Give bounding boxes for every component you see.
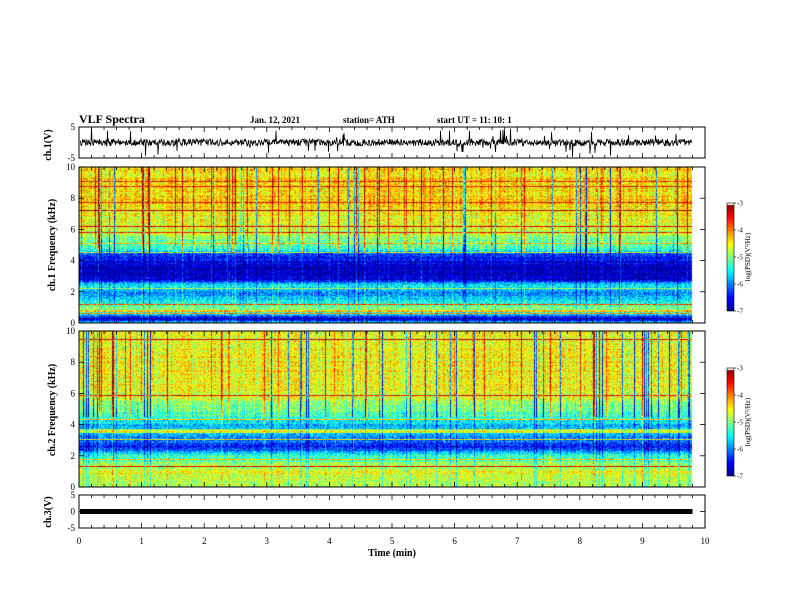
y-tick-label: 0 (71, 507, 76, 517)
time-tick-label: 9 (640, 536, 645, 546)
colorbar-tick-label: -7 (737, 308, 743, 316)
time-tick-label: 2 (202, 536, 207, 546)
ch1-colorbar: -3 -4 -5 -6 -7 log(PSD)(V²/Hz) (726, 200, 752, 316)
colorbar-tick-label: -5 (737, 254, 743, 262)
colorbar-tick-label: -3 (737, 200, 743, 208)
ch3-waveform-panel: 5 0 -5 (68, 490, 706, 533)
y-tick-label: 0 (71, 482, 76, 492)
colorbar-tick-label: -3 (737, 365, 743, 373)
y-tick-label: 4 (71, 256, 76, 266)
y-tick-label: 0 (71, 318, 76, 328)
colorbar-tick-label: -4 (737, 227, 743, 235)
y-tick-label: 2 (71, 287, 76, 297)
ch1-spectrogram-ylabel: ch.1 Frequency (kHz) (47, 199, 58, 291)
y-tick-label: 6 (71, 224, 76, 234)
colorbar-tick-label: -7 (737, 473, 743, 481)
y-tick-label: 2 (71, 451, 76, 461)
colorbar-label: log(PSD)(V²/Hz) (744, 397, 752, 446)
ch2-colorbar: -3 -4 -5 -6 -7 log(PSD)(V²/Hz) (726, 365, 752, 481)
date-label: Jan. 12, 2021 (250, 115, 301, 125)
time-tick-label: 7 (515, 536, 520, 546)
time-tick-label: 8 (578, 536, 583, 546)
colorbar-tick-label: -5 (737, 419, 743, 427)
time-tick-label: 6 (452, 536, 457, 546)
colorbar-tick-label: -6 (737, 446, 743, 454)
ch1-spectrogram-panel: 0 2 4 6 8 10 (66, 162, 706, 328)
time-axis-label: Time (min) (368, 548, 416, 559)
time-axis: 0 1 2 3 4 5 6 7 8 9 10 (77, 536, 710, 546)
time-tick-label: 5 (390, 536, 395, 546)
y-tick-label: 5 (71, 122, 76, 132)
y-tick-label: 8 (71, 357, 76, 367)
y-tick-label: 10 (66, 326, 76, 336)
waveform-trace (80, 509, 693, 514)
spectrogram-image (79, 167, 705, 323)
colorbar-gradient (727, 203, 734, 311)
time-tick-label: 0 (77, 536, 82, 546)
waveform-trace (79, 127, 693, 158)
ch3-waveform-ylabel: ch.3(V) (43, 496, 54, 527)
time-tick-label: 4 (327, 536, 332, 546)
spectrogram-image (79, 331, 705, 487)
time-tick-label: 1 (139, 536, 144, 546)
y-tick-label: 5 (71, 490, 76, 500)
station-label: station= ATH (343, 115, 395, 125)
time-tick-label: 10 (701, 536, 711, 546)
colorbar-label: log(PSD)(V²/Hz) (744, 232, 752, 281)
y-tick-label: 6 (71, 388, 76, 398)
colorbar-tick-label: -4 (737, 392, 743, 400)
ch2-spectrogram-panel: 0 2 4 6 8 10 (66, 326, 706, 492)
ch1-waveform-panel: 5 -5 (68, 122, 706, 163)
colorbar-gradient (727, 368, 734, 476)
ch2-spectrogram-ylabel: ch.2 Frequency (kHz) (47, 364, 58, 456)
y-tick-label: -5 (68, 523, 76, 533)
y-tick-label: 10 (66, 162, 76, 172)
figure-title: VLF Spectra (79, 112, 145, 126)
colorbar-tick-label: -6 (737, 281, 743, 289)
y-tick-label: 4 (71, 420, 76, 430)
time-tick-label: 3 (265, 536, 270, 546)
start-time-label: start UT = 11: 10: 1 (437, 115, 512, 125)
ch1-waveform-ylabel: ch.1(V) (43, 129, 54, 160)
y-tick-label: -5 (68, 153, 76, 163)
y-tick-label: 8 (71, 193, 76, 203)
